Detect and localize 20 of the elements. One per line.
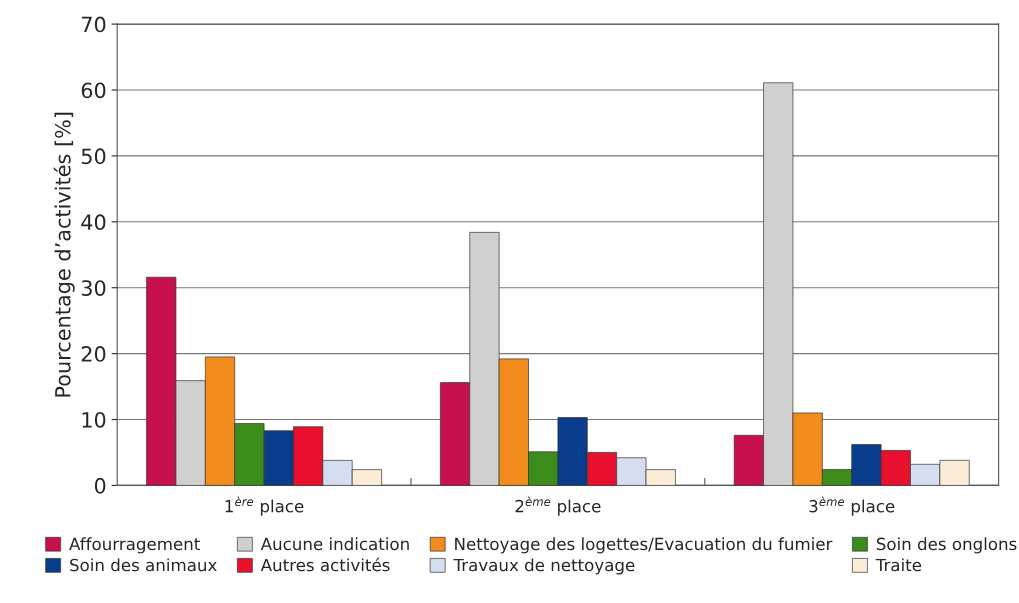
y-tick-label: 60 (81, 82, 106, 99)
x-tick-label: 2$^{ème}$ place (515, 496, 601, 516)
legend-label: Travaux de nettoyage (453, 558, 635, 575)
y-tick-label: 10 (82, 411, 106, 428)
y-tick-label: 50 (81, 148, 106, 165)
x-tick-label: 3$^{ème}$ place (809, 496, 895, 516)
y-tick-label: 30 (81, 280, 106, 296)
legend-label: Aucune indication (260, 537, 409, 551)
y-tick-label: 70 (81, 16, 106, 33)
y-tick-label: 40 (81, 214, 106, 231)
legend-label: Soin des onglons (876, 537, 1017, 554)
y-tick-label: 0 (94, 477, 106, 494)
y-tick-label: 20 (81, 346, 106, 362)
y-axis-title: Pourcentage d’activités [%] (53, 112, 75, 397)
legend-label: Traite (875, 558, 922, 572)
legend-label: Autres activités (260, 557, 390, 572)
legend-label: Soin des animaux (70, 558, 217, 572)
legend-label: Nettoyage des logettes/Evacuation du fumier (455, 537, 833, 554)
x-tick-label: 1$^{ère}$ place (225, 496, 304, 516)
legend-label: Affourragement (69, 537, 200, 554)
